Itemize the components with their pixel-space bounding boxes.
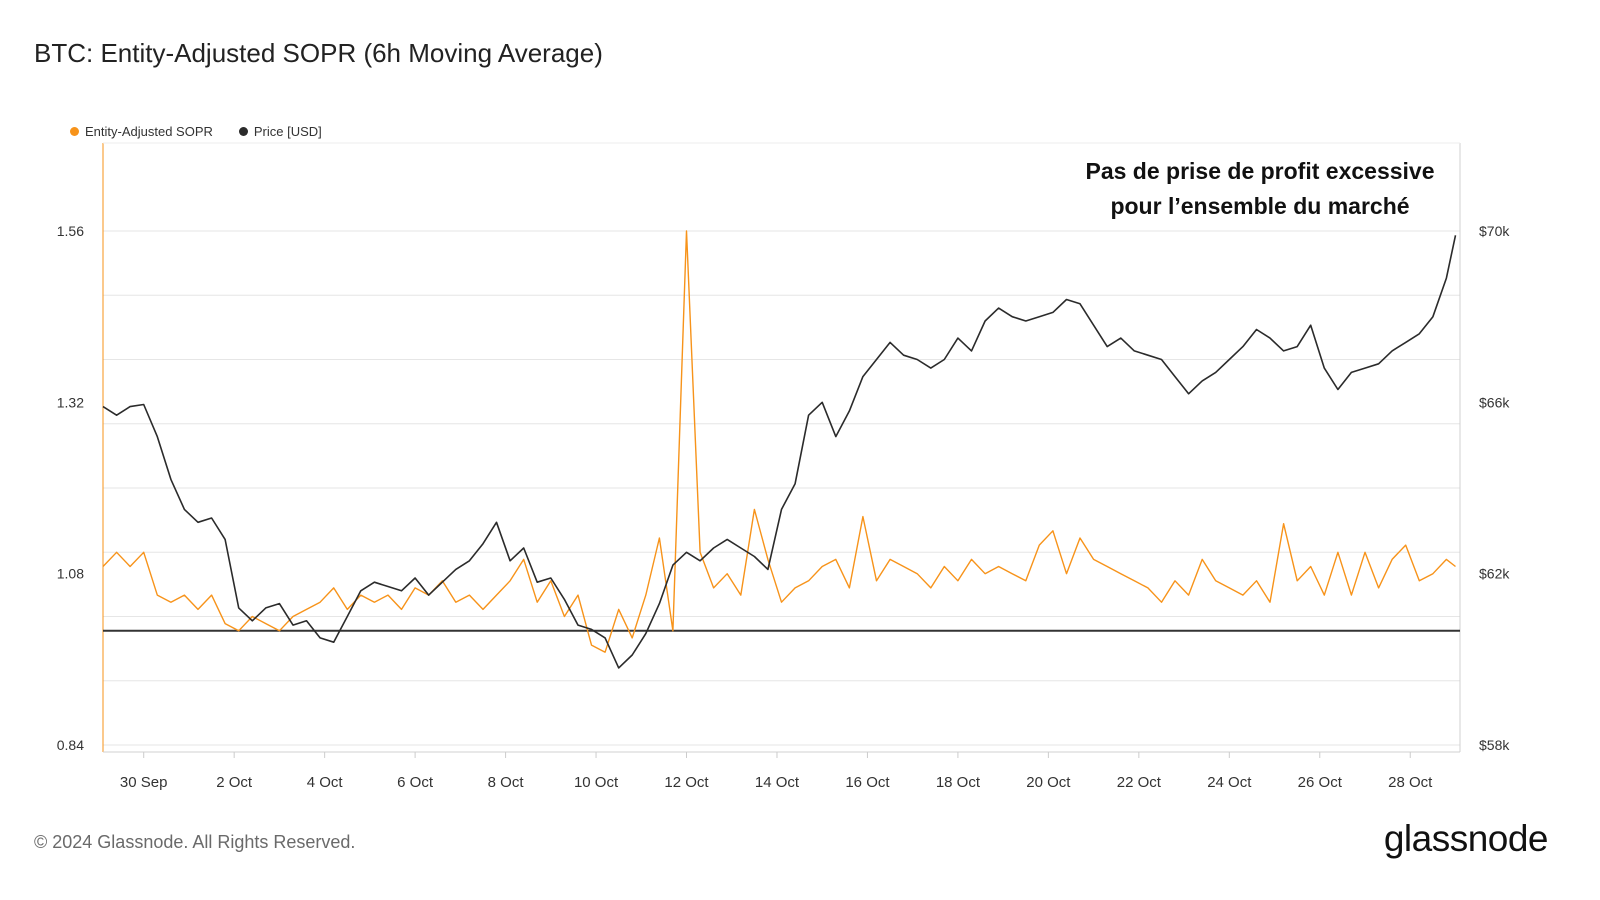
grid-lines [103,230,1460,746]
legend-item-price[interactable]: Price [USD] [238,124,322,139]
right-tick-label: $58k [1479,737,1510,753]
x-tick-label: 28 Oct [1388,774,1433,791]
glassnode-logo[interactable]: glassnode [1383,818,1549,859]
right-tick-label: $66k [1479,394,1510,410]
x-tick-label: 30 Sep [120,774,168,791]
left-tick-label: 1.32 [57,394,84,410]
right-tick-label: $62k [1479,566,1510,582]
left-tick-label: 1.56 [57,223,84,239]
series-lines [102,230,1460,669]
legend-swatch-sopr [70,127,79,136]
x-tick-label: 6 Oct [397,774,434,791]
right-tick-label: $70k [1479,223,1510,239]
price-series-line [102,235,1457,669]
left-tick-label: 1.08 [57,566,84,582]
legend-swatch-price [238,127,248,136]
x-tick-label: 16 Oct [845,774,890,791]
copyright-text: © 2024 Glassnode. All Rights Reserved. [34,832,356,852]
x-tick-label: 18 Oct [936,774,981,791]
x-tick-label: 26 Oct [1298,774,1343,791]
x-tick-label: 8 Oct [488,774,525,791]
legend-item-sopr[interactable]: Entity-Adjusted SOPR [70,124,213,139]
x-tick-label: 14 Oct [755,774,800,791]
legend-label-price: Price [USD] [253,124,322,139]
sopr-series-line [102,230,1456,653]
axes [102,142,1461,753]
left-tick-label: 0.84 [57,737,84,753]
chart-annotation: Pas de prise de profit excessive pour l’… [1060,154,1460,224]
x-tick-label: 2 Oct [216,774,253,791]
chart-title: BTC: Entity-Adjusted SOPR (6h Moving Ave… [34,38,603,68]
legend-label-sopr: Entity-Adjusted SOPR [85,124,213,139]
x-tick-label: 10 Oct [574,774,619,791]
annotation-line-2: pour l’ensemble du marché [1110,193,1410,219]
x-tick-label: 20 Oct [1026,774,1071,791]
x-tick-label: 4 Oct [307,774,344,791]
x-tick-label: 24 Oct [1207,774,1252,791]
x-tick-label: 22 Oct [1117,774,1162,791]
annotation-line-1: Pas de prise de profit excessive [1085,158,1435,184]
tick-labels: 1.56 1.32 1.08 0.84 $70k $66k $62k $58k 30 Sep 2 … [57,223,1511,791]
x-tick-label: 12 Oct [664,774,709,791]
legend: Entity-Adjusted SOPR Price [USD] [70,124,322,139]
